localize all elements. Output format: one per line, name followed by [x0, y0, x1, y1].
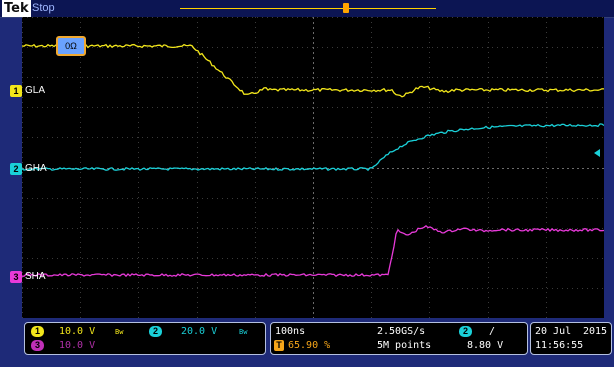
top-status-bar: Tek Stop [0, 0, 614, 18]
ch3-scale: 10.0 V [59, 340, 96, 351]
trigger-level-arrow-icon[interactable] [594, 149, 600, 157]
channel-2-marker[interactable]: 2 [10, 163, 22, 175]
sample-rate: 2.50GS/s [377, 326, 426, 337]
acquisition-state: Stop [32, 2, 55, 14]
channel-scale-panel[interactable]: 1 10.0 V Bw 2 20.0 V Bw 3 10.0 V [24, 322, 266, 355]
ch2-bw-limit: Bw [239, 328, 248, 336]
trigger-level: 8.80 V [467, 340, 504, 351]
grid-lines [22, 17, 604, 318]
ch1-bw-limit: Bw [115, 328, 124, 336]
timebase-panel[interactable]: 100ns T 65.90 % 2.50GS/s 5M points 2 / 8… [270, 322, 528, 355]
channel-1-marker[interactable]: 1 [10, 85, 22, 97]
timebase-scale: 100ns [275, 326, 306, 337]
channel-1-trace [22, 43, 604, 98]
year: 2015 [583, 326, 608, 337]
ch2-scale: 20.0 V [181, 326, 218, 337]
trigger-position: 65.90 % [288, 340, 331, 351]
trigger-source-badge: 2 [459, 326, 472, 337]
waveform-display [22, 17, 604, 318]
trigger-position-icon: T [274, 340, 284, 351]
channel-3-marker[interactable]: 3 [10, 271, 22, 283]
channel-2-trace [22, 123, 604, 172]
ch1-badge: 1 [31, 326, 44, 337]
datetime-panel: 20 Jul 2015 11:56:55 [530, 322, 612, 355]
channel-3-label: SHA [25, 271, 46, 282]
date: 20 Jul [535, 326, 572, 337]
termination-badge[interactable]: 0Ω [56, 36, 86, 56]
status-readouts: 1 10.0 V Bw 2 20.0 V Bw 3 10.0 V 100ns T… [0, 320, 614, 367]
brand-logo: Tek [2, 0, 31, 17]
channel-2-label: GHA [25, 163, 47, 174]
trigger-slope-icon: / [489, 326, 496, 337]
ch1-scale: 10.0 V [59, 326, 96, 337]
channel-3-trace [22, 224, 604, 278]
ch2-badge: 2 [149, 326, 162, 337]
ch3-badge: 3 [31, 340, 44, 351]
waveform-graticule[interactable] [22, 17, 604, 318]
record-view-bar [180, 8, 436, 9]
time: 11:56:55 [535, 340, 584, 351]
channel-1-label: GLA [25, 85, 46, 96]
trigger-position-marker-icon [343, 3, 349, 13]
record-length: 5M points [377, 340, 432, 351]
